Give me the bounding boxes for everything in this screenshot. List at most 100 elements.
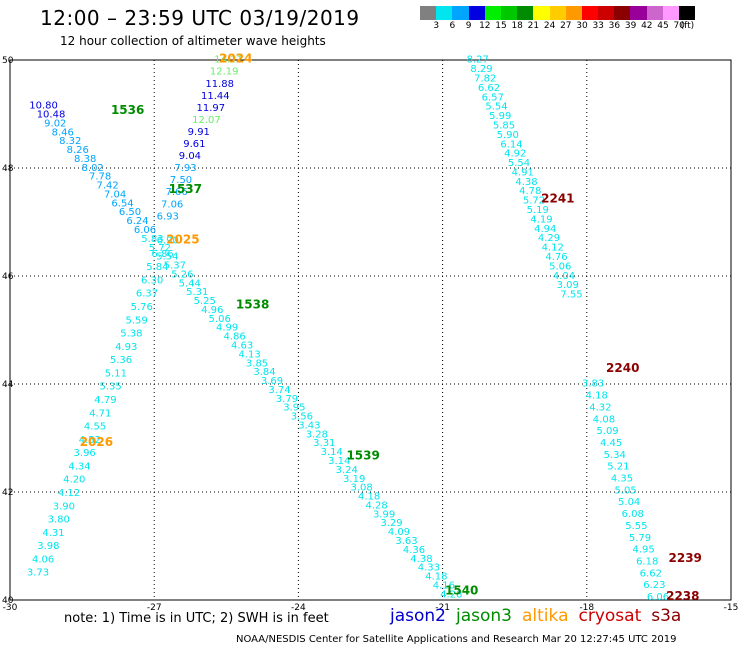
wave-height-value: 8.38 bbox=[74, 154, 96, 165]
wave-height-value: 4.96 bbox=[201, 305, 223, 316]
pass-number-label: 2024 bbox=[219, 52, 252, 66]
wave-height-value: 7.66 bbox=[165, 187, 187, 198]
track-altika-2024-descending: 14.2112.1911.8811.4411.9712.079.919.619.… bbox=[157, 55, 243, 223]
latitude-tick-label: 50 bbox=[2, 56, 14, 66]
legend-item-altika: altika bbox=[522, 606, 569, 626]
wave-height-value: 8.27 bbox=[467, 55, 489, 66]
wave-height-value: 9.02 bbox=[44, 118, 66, 129]
wave-height-value: 5.54 bbox=[485, 102, 507, 113]
wave-height-value: 3.84 bbox=[253, 367, 275, 378]
wave-height-value: 7.93 bbox=[174, 163, 196, 174]
wave-height-value: 4.16 bbox=[433, 580, 455, 591]
wave-height-value: 5.31 bbox=[186, 287, 208, 298]
wave-height-value: 7.42 bbox=[96, 181, 118, 192]
longitude-tick-label: -24 bbox=[291, 603, 306, 613]
pass-number-label: 2026 bbox=[80, 435, 113, 449]
wave-height-value: 7.78 bbox=[89, 172, 111, 183]
wave-height-value: 11.44 bbox=[201, 91, 230, 102]
axis-labels: -30 -27 -24 -21 -18 -15 50 48 46 44 42 40 bbox=[2, 56, 738, 613]
page-subtitle: 12 hour collection of altimeter wave hei… bbox=[60, 34, 326, 48]
wave-height-value: 3.83 bbox=[582, 379, 604, 390]
pass-number-label: 1539 bbox=[346, 449, 379, 463]
wave-height-value: 4.63 bbox=[231, 341, 253, 352]
wave-height-value: 5.76 bbox=[131, 302, 153, 313]
page-title: 12:00 – 23:59 UTC 03/19/2019 bbox=[40, 6, 360, 30]
wave-height-value: 4.13 bbox=[238, 349, 260, 360]
color-scale-cell bbox=[581, 6, 599, 20]
wave-height-value: 3.95 bbox=[283, 403, 305, 414]
latitude-tick-label: 44 bbox=[2, 380, 14, 390]
legend-item-jason3: jason3 bbox=[456, 606, 512, 626]
wave-height-value: 3.28 bbox=[306, 429, 328, 440]
wave-height-value: 9.91 bbox=[188, 127, 210, 138]
wave-height-value: 3.63 bbox=[395, 536, 417, 547]
wave-height-value: 4.04 bbox=[553, 271, 575, 282]
wave-height-value: 8.26 bbox=[67, 145, 89, 156]
latitude-tick-label: 46 bbox=[2, 272, 14, 282]
wave-height-value: 8.02 bbox=[82, 163, 104, 174]
wave-height-value: 6.30 bbox=[141, 275, 163, 286]
wave-height-value: 3.31 bbox=[313, 438, 335, 449]
wave-height-value: 4.52 bbox=[79, 435, 101, 446]
wave-height-value: 3.56 bbox=[291, 412, 313, 423]
color-scale-cell bbox=[662, 6, 679, 20]
wave-height-value: 6.14 bbox=[500, 139, 522, 150]
wave-height-value: 6.50 bbox=[119, 207, 141, 218]
wave-height-value: 3.98 bbox=[37, 541, 59, 552]
latitude-tick-label: 40 bbox=[2, 596, 14, 606]
wave-height-value: 3.19 bbox=[343, 474, 365, 485]
color-scale-label: (ft) bbox=[680, 21, 695, 31]
wave-height-value: 11.97 bbox=[197, 103, 226, 114]
wave-height-value: 8.46 bbox=[52, 127, 74, 138]
color-scale-cell bbox=[420, 6, 437, 20]
color-scale-cell bbox=[436, 6, 453, 20]
pass-number-label: 2240 bbox=[606, 361, 639, 375]
wave-height-value: 4.99 bbox=[216, 323, 238, 334]
wave-height-value: 6.24 bbox=[126, 216, 148, 227]
pass-labels: 1536 1537 1538 1539 1540 2024 2025 2026 2238 2239… bbox=[80, 52, 702, 603]
wave-height-value: 4.79 bbox=[94, 395, 116, 406]
color-scale-label: 6 bbox=[449, 21, 456, 31]
wave-height-value: 5.11 bbox=[105, 368, 127, 379]
color-scale-label: 24 bbox=[543, 21, 556, 31]
wave-height-value: 7.50 bbox=[170, 175, 192, 186]
wave-height-value: 6.23 bbox=[643, 580, 665, 591]
credits-text: NOAA/NESDIS Center for Satellite Applica… bbox=[236, 634, 677, 645]
wave-height-value: 5.72 bbox=[523, 196, 545, 207]
wave-height-value: 3.08 bbox=[351, 483, 373, 494]
wave-height-value: 4.19 bbox=[530, 214, 552, 225]
wave-height-value: 5.06 bbox=[549, 261, 571, 272]
wave-height-value: 5.34 bbox=[604, 450, 626, 461]
color-scale-label: 30 bbox=[576, 21, 588, 31]
color-scale-cell bbox=[565, 6, 582, 20]
wave-height-value: 4.86 bbox=[224, 332, 246, 343]
color-scale-cell bbox=[517, 6, 534, 20]
wave-height-value: 7.55 bbox=[560, 290, 582, 301]
wave-height-value: 4.76 bbox=[545, 252, 567, 263]
color-scale-cell bbox=[630, 6, 647, 20]
longitude-tick-label: -18 bbox=[579, 603, 594, 613]
color-scale-label: 15 bbox=[495, 21, 507, 31]
wave-height-value: 3.43 bbox=[298, 420, 320, 431]
track-cryosat-2240-descending: 3.834.184.324.085.094.455.345.214.355.05… bbox=[582, 379, 669, 603]
legend-item-s3a: s3a bbox=[651, 606, 682, 626]
wave-height-value: 3.09 bbox=[557, 280, 579, 291]
wave-height-value: 4.33 bbox=[418, 563, 440, 574]
wave-height-value: 3.85 bbox=[246, 358, 268, 369]
wave-height-value: 5.54 bbox=[508, 158, 530, 169]
pass-number-label: 2025 bbox=[166, 233, 199, 247]
wave-height-value: 3.80 bbox=[48, 515, 70, 526]
color-scale-label: 70 bbox=[673, 21, 685, 31]
wave-height-value: 5.54 bbox=[156, 252, 178, 263]
longitude-tick-label: -27 bbox=[147, 603, 162, 613]
wave-height-value: 5.79 bbox=[629, 533, 651, 544]
wave-height-value: 3.69 bbox=[261, 376, 283, 387]
satellite-legend: jason2 jason3 altika cryosat s3a bbox=[390, 606, 691, 626]
color-scale-label: 42 bbox=[641, 21, 653, 31]
legend-item-cryosat: cryosat bbox=[578, 606, 642, 626]
color-scale-cell bbox=[679, 6, 696, 20]
wave-height-value: 6.54 bbox=[111, 198, 133, 209]
wave-height-value: 6.62 bbox=[640, 568, 662, 579]
color-scale-label: 45 bbox=[657, 21, 669, 31]
wave-height-value: 4.35 bbox=[611, 474, 633, 485]
